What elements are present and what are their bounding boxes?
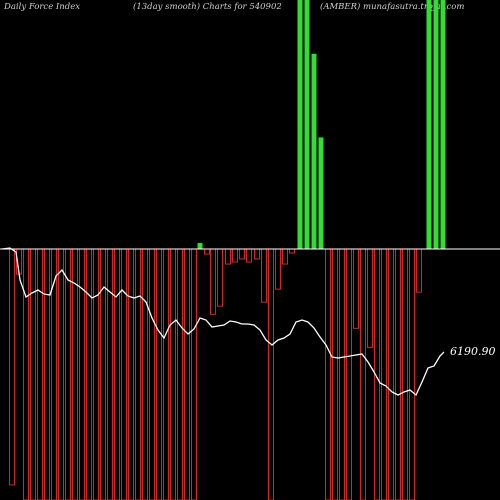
bar-group	[9, 0, 446, 500]
positive-bar	[440, 0, 446, 249]
negative-bar	[149, 248, 155, 500]
negative-bar	[86, 248, 92, 500]
negative-bar	[135, 248, 141, 500]
last-value-label: 6190.90	[450, 345, 496, 358]
negative-bar	[37, 248, 43, 500]
negative-bar	[23, 248, 29, 500]
negative-bar	[268, 248, 274, 500]
positive-bar	[433, 0, 439, 249]
negative-bar	[156, 248, 162, 500]
negative-bar	[275, 248, 281, 290]
smooth-line	[1, 247, 445, 397]
negative-bar	[93, 248, 99, 500]
negative-bar	[261, 248, 267, 303]
negative-bar	[30, 248, 36, 500]
negative-bar	[225, 248, 231, 265]
negative-bar	[381, 248, 387, 500]
negative-bar	[170, 248, 176, 500]
negative-bar	[107, 248, 113, 500]
negative-bar	[204, 248, 210, 255]
negative-bar	[44, 248, 50, 500]
negative-bar	[210, 248, 216, 315]
negative-bar	[246, 248, 252, 263]
negative-bar	[395, 248, 401, 500]
negative-bar	[65, 248, 71, 500]
negative-bar	[128, 248, 134, 500]
negative-bar	[282, 248, 288, 265]
negative-bar	[142, 248, 148, 500]
negative-bar	[72, 248, 78, 500]
chart-header-middle: (13day smooth) Charts for 540902	[133, 2, 282, 12]
negative-bar	[416, 248, 422, 293]
negative-bar	[58, 248, 64, 500]
negative-bar	[114, 248, 120, 500]
positive-bar	[426, 0, 432, 249]
negative-bar	[388, 248, 394, 500]
negative-bar	[360, 248, 366, 500]
positive-bar	[311, 53, 317, 250]
negative-bar	[367, 248, 373, 348]
negative-bar	[177, 248, 183, 500]
negative-bar	[121, 248, 127, 500]
negative-bar	[184, 248, 190, 500]
negative-bar	[325, 248, 331, 500]
negative-bar	[9, 248, 15, 486]
negative-bar	[409, 248, 415, 500]
positive-bar	[297, 0, 303, 249]
chart-header-left: Daily Force Index	[4, 2, 81, 12]
negative-bar	[239, 248, 245, 260]
negative-bar	[100, 248, 106, 500]
negative-bar	[353, 248, 359, 329]
negative-bar	[346, 248, 352, 500]
positive-bar	[318, 137, 324, 249]
negative-bar	[254, 248, 260, 260]
negative-bar	[289, 248, 295, 254]
negative-bar	[217, 248, 223, 307]
negative-bar	[191, 248, 197, 500]
negative-bar	[402, 248, 408, 500]
positive-bar	[197, 243, 203, 249]
negative-bar	[163, 248, 169, 500]
negative-bar	[332, 248, 338, 500]
positive-bar	[304, 0, 310, 249]
negative-bar	[232, 248, 238, 263]
chart-header-right: (AMBER) munafasutra.trojar.com	[320, 2, 465, 12]
negative-bar	[339, 248, 345, 500]
